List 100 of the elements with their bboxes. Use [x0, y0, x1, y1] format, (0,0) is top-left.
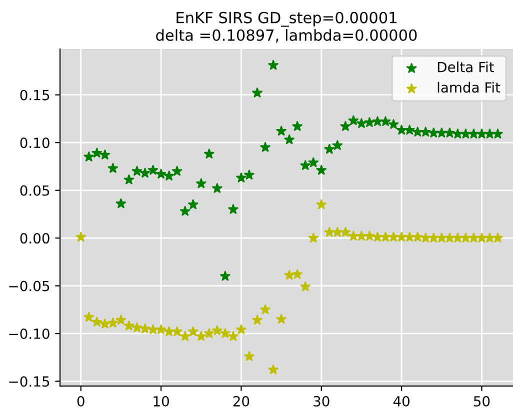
point — [124, 320, 134, 330]
y-tick-label: −0.10 — [9, 328, 50, 340]
point — [132, 166, 142, 176]
point — [188, 326, 198, 336]
point — [196, 178, 206, 188]
legend-label: lamda Fit — [438, 82, 500, 93]
point — [100, 318, 110, 328]
point — [276, 314, 286, 324]
point — [420, 126, 431, 137]
point — [204, 148, 214, 159]
point — [228, 204, 238, 214]
y-tick-label: 0.10 — [20, 138, 50, 148]
point — [76, 232, 86, 242]
point — [492, 232, 503, 243]
point — [468, 232, 479, 243]
point — [340, 121, 351, 131]
legend-label: Delta Fit — [438, 62, 494, 72]
point — [332, 140, 343, 150]
point — [396, 232, 407, 242]
point — [212, 325, 222, 336]
point — [316, 199, 327, 210]
point — [380, 116, 391, 126]
point — [404, 124, 415, 135]
point — [244, 170, 254, 180]
point — [444, 232, 455, 243]
point — [84, 152, 94, 162]
point — [356, 230, 367, 241]
point — [164, 326, 174, 336]
point — [196, 331, 206, 341]
point — [372, 116, 383, 126]
point — [220, 270, 230, 281]
point — [348, 230, 359, 241]
y-tick-label: 0.00 — [20, 233, 50, 244]
point — [484, 128, 495, 138]
point — [188, 199, 198, 210]
point — [92, 148, 102, 158]
point — [340, 226, 351, 237]
point — [476, 128, 487, 138]
point — [316, 164, 327, 175]
point — [460, 232, 471, 243]
x-tick-label: 10 — [154, 396, 169, 407]
point — [412, 126, 423, 137]
point — [252, 88, 262, 98]
point — [444, 128, 455, 138]
point — [492, 128, 503, 138]
point — [132, 322, 142, 332]
point — [460, 128, 471, 138]
point — [116, 198, 126, 208]
point — [172, 326, 182, 336]
point — [276, 126, 286, 136]
point — [92, 316, 102, 327]
point — [468, 128, 479, 138]
point — [180, 331, 190, 341]
point — [108, 163, 118, 173]
point — [236, 172, 246, 182]
point — [332, 226, 343, 237]
point — [436, 128, 447, 138]
point — [452, 232, 463, 243]
y-tick-label: −0.05 — [9, 280, 50, 292]
point — [204, 328, 214, 338]
point — [156, 324, 166, 334]
point — [140, 323, 150, 334]
point — [212, 183, 222, 193]
point — [228, 331, 238, 341]
point — [172, 166, 182, 176]
chart-title: EnKF SIRS GD_step=0.00001 delta =0.10897, lambda=0.00000 — [156, 12, 417, 42]
point — [364, 230, 375, 241]
point — [140, 168, 150, 178]
point — [356, 118, 367, 128]
point — [260, 304, 270, 314]
point — [156, 168, 166, 179]
y-tick-label: 0.15 — [20, 90, 50, 100]
point — [260, 142, 270, 152]
point — [364, 117, 375, 128]
point — [484, 232, 495, 243]
point — [300, 160, 310, 170]
x-tick-label: 50 — [474, 396, 490, 407]
point — [372, 232, 383, 242]
point — [268, 364, 278, 374]
point — [412, 232, 423, 242]
point — [236, 324, 246, 334]
point — [380, 232, 391, 242]
point — [300, 281, 310, 292]
point — [268, 60, 278, 70]
point — [436, 232, 447, 243]
x-tick-label: 20 — [233, 396, 250, 407]
point — [84, 312, 94, 322]
x-tick-label: 30 — [314, 396, 330, 407]
x-tick-label: 0 — [77, 396, 84, 407]
point — [148, 164, 158, 175]
point — [324, 144, 335, 154]
point — [252, 314, 262, 325]
point — [284, 270, 294, 280]
point — [164, 170, 174, 180]
point — [308, 232, 318, 243]
point — [244, 351, 254, 361]
point — [388, 119, 399, 129]
point — [100, 150, 110, 160]
point — [292, 268, 302, 279]
point — [220, 328, 230, 338]
